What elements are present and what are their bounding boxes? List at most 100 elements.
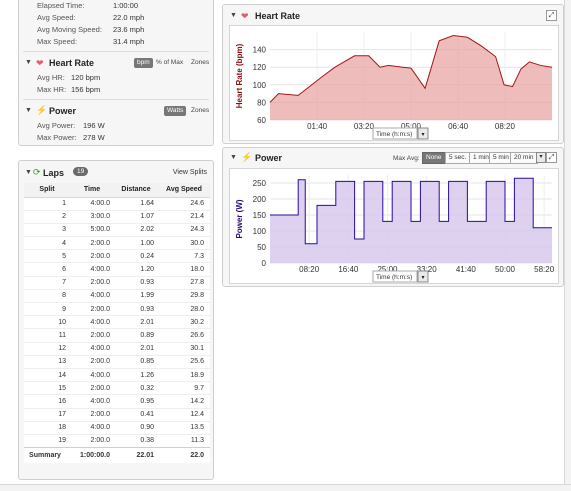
time-cell: 2:00.0 [90,411,110,419]
y-tick-label: 100 [253,81,267,90]
x-tick-label: 05:00 [401,122,422,131]
x-tick-label: 58:20 [534,265,555,274]
table-row: 19 2:00.0 0.38 11.3 [24,434,210,448]
heart-rate-chart-svg: 60 80 100 120 140 01:40 03:20 05:00 06:40 08:20 He… [235,32,553,140]
column-header-avg-speed[interactable]: Avg Speed [158,183,210,198]
time-cell: 4:00.0 [90,200,110,208]
distance-cell: 1.99 [140,292,154,300]
y-tick-label: 200 [253,195,267,204]
column-header-time[interactable]: Time [70,183,114,198]
unit-toggle-watts[interactable]: Watts [164,106,187,116]
laps-title: Laps [43,168,65,178]
heart-icon: ❤ [241,11,249,21]
split-cell: 3 [62,226,66,234]
y-tick-label: 100 [253,227,267,236]
distance-cell: 1.20 [140,266,154,274]
stat-value: 23.6 mph [113,25,145,34]
stat-label: Avg Power: [37,121,76,130]
distance-cell: 2.02 [140,226,154,234]
power-chart-panel: ▼ ⚡ Power Max Avg: None 5 sec. 1 min 5 m… [222,147,564,287]
heart-rate-chart-panel: ▼ ❤ Heart Rate ⤢ 60 80 100 120 140 01:40 03:20… [222,4,564,144]
column-header-distance[interactable]: Distance [114,183,158,198]
time-cell: 5:00.0 [90,226,110,234]
distance-cell: 0.93 [140,279,154,287]
x-tick-label: 08:20 [495,122,516,131]
collapse-arrow-icon[interactable]: ▼ [25,169,32,176]
split-cell: 18 [58,424,66,432]
split-cell: 8 [62,292,66,300]
split-cell: 9 [62,305,66,313]
chevron-down-icon [417,270,429,283]
table-row: 11 2:00.0 0.89 26.6 [24,329,210,343]
time-cell: 2:00.0 [90,239,110,247]
unit-toggle-bpm[interactable]: bpm [134,58,153,68]
time-cell: 4:00.0 [90,345,110,353]
avg-speed-cell: 7.3 [194,252,204,260]
stat-value: 278 W [83,133,105,142]
collapse-arrow-icon[interactable]: ▼ [230,154,237,161]
table-row: 6 4:00.0 1.20 18.0 [24,263,210,277]
chart-title: Heart Rate [255,11,301,21]
distance-cell: 1.64 [140,200,154,208]
split-cell: 14 [58,371,66,379]
max-avg-option-none[interactable]: None [422,152,446,164]
avg-speed-cell: 18.9 [190,371,204,379]
table-row: 5 2:00.0 0.24 7.3 [24,250,210,263]
stat-label: Avg Speed: [37,13,76,22]
power-chart-svg: 0 50 100 150 200 250 08:20 16:40 25:00 33:20 41:40… [235,175,555,283]
chevron-down-icon[interactable]: ▾ [536,152,546,163]
time-cell: 2:00.0 [90,358,110,366]
heart-icon: ❤ [36,58,44,68]
collapse-arrow-icon[interactable]: ▼ [25,59,32,66]
stat-value: 156 bpm [71,85,101,94]
hr-zones-link[interactable]: Zones [191,59,210,66]
split-cell: 4 [62,239,66,247]
max-avg-option-5-sec[interactable]: 5 sec. [445,152,471,164]
distance-cell: 1.00 [140,239,154,247]
avg-speed-cell: 12.4 [190,411,204,419]
chevron-down-icon [417,127,429,140]
column-header-split[interactable]: Split [24,183,70,198]
summary-row: Summary 1:00:00.0 22.01 22.0 [24,447,210,463]
time-cell: 2:00.0 [90,331,110,339]
distance-cell: 0.38 [140,437,154,445]
distance-cell: 0.32 [140,384,154,392]
table-row: 13 2:00.0 0.85 25.6 [24,355,210,369]
laps-panel: ▼ ⟳ Laps 19 View Splits Split Time Dista… [18,160,214,480]
y-tick-label: 140 [253,46,267,55]
stat-value: 120 bpm [71,73,101,82]
time-axis-selector: Time (h:m:s) ▾ [372,127,429,140]
max-avg-option-20-min[interactable]: 20 min [510,152,538,164]
summary-panel: Elapsed Time: 1:00:00 Avg Speed: 22.0 mp… [18,0,214,146]
summary-avg-speed: 22.0 [158,447,210,463]
time-cell: 2:00.0 [90,384,110,392]
heart-rate-plot-area: 60 80 100 120 140 01:40 03:20 05:00 06:40 08:20 He… [229,25,559,141]
power-zones-link[interactable]: Zones [191,107,210,114]
unit-toggle-percent-max[interactable]: % of Max [156,59,184,66]
view-splits-link[interactable]: View Splits [172,169,207,176]
collapse-arrow-icon[interactable]: ▼ [25,107,32,114]
expand-icon[interactable]: ⤢ [546,152,557,163]
expand-icon[interactable]: ⤢ [546,10,557,21]
laps-icon: ⟳ [33,167,41,177]
split-cell: 12 [58,345,66,353]
avg-speed-cell: 28.0 [190,305,204,313]
table-row: 3 5:00.0 2.02 24.3 [24,223,210,237]
avg-speed-cell: 26.6 [190,331,204,339]
y-axis-label: Power (W) [235,199,244,238]
avg-speed-cell: 30.0 [190,239,204,247]
split-cell: 17 [58,411,66,419]
chart-title: Power [255,153,283,163]
time-cell: 4:00.0 [90,266,110,274]
avg-speed-cell: 11.3 [190,437,204,445]
stat-label: Elapsed Time: [37,1,85,10]
table-header-row: Split Time Distance Avg Speed [24,183,210,198]
avg-speed-cell: 27.8 [190,279,204,287]
x-tick-label: 01:40 [307,122,328,131]
y-tick-label: 80 [257,98,266,107]
table-row: 16 4:00.0 0.95 14.2 [24,395,210,408]
summary-time: 1:00:00.0 [70,447,114,463]
power-line [270,177,552,245]
split-cell: 5 [62,252,66,260]
collapse-arrow-icon[interactable]: ▼ [230,12,237,19]
